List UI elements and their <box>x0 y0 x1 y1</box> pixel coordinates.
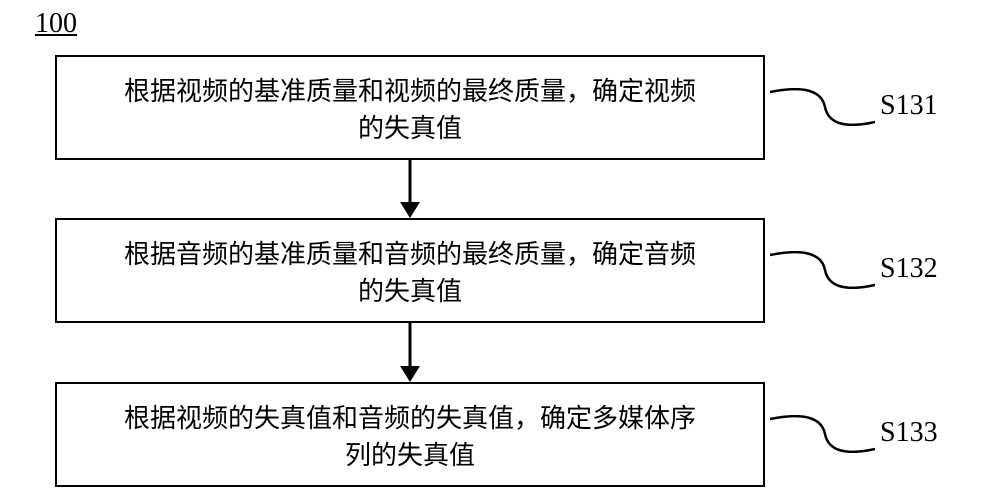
step-box-s133: 根据视频的失真值和音频的失真值，确定多媒体序 列的失真值 <box>55 382 765 487</box>
arrow-s131-to-s132 <box>395 160 425 218</box>
title-text: 100 <box>35 8 77 39</box>
step-box-s131: 根据视频的基准质量和视频的最终质量，确定视频 的失真值 <box>55 55 765 160</box>
step-text-s131: 根据视频的基准质量和视频的最终质量，确定视频 的失真值 <box>124 71 696 145</box>
arrow-s132-to-s133 <box>395 323 425 382</box>
bracket-connector-s133 <box>770 415 875 453</box>
bracket-connector-s132 <box>770 251 875 289</box>
diagram-title: 100 <box>35 8 77 40</box>
step-text-line2: 的失真值 <box>358 114 462 143</box>
label-text: S133 <box>880 417 938 448</box>
step-text-line2: 列的失真值 <box>345 441 475 470</box>
step-text-line1: 根据视频的基准质量和视频的最终质量，确定视频 <box>124 77 696 106</box>
step-text-line2: 的失真值 <box>358 277 462 306</box>
label-text: S131 <box>880 90 938 121</box>
step-label-s132: S132 <box>880 253 938 285</box>
step-box-s132: 根据音频的基准质量和音频的最终质量，确定音频 的失真值 <box>55 218 765 323</box>
step-label-s133: S133 <box>880 417 938 449</box>
step-label-s131: S131 <box>880 90 938 122</box>
bracket-connector-s131 <box>770 88 875 126</box>
flowchart-diagram: 100 根据视频的基准质量和视频的最终质量，确定视频 的失真值 S131 根据音… <box>0 0 1000 504</box>
step-text-s132: 根据音频的基准质量和音频的最终质量，确定音频 的失真值 <box>124 234 696 308</box>
step-text-s133: 根据视频的失真值和音频的失真值，确定多媒体序 列的失真值 <box>124 398 696 472</box>
step-text-line1: 根据音频的基准质量和音频的最终质量，确定音频 <box>124 240 696 269</box>
step-text-line1: 根据视频的失真值和音频的失真值，确定多媒体序 <box>124 404 696 433</box>
label-text: S132 <box>880 253 938 284</box>
